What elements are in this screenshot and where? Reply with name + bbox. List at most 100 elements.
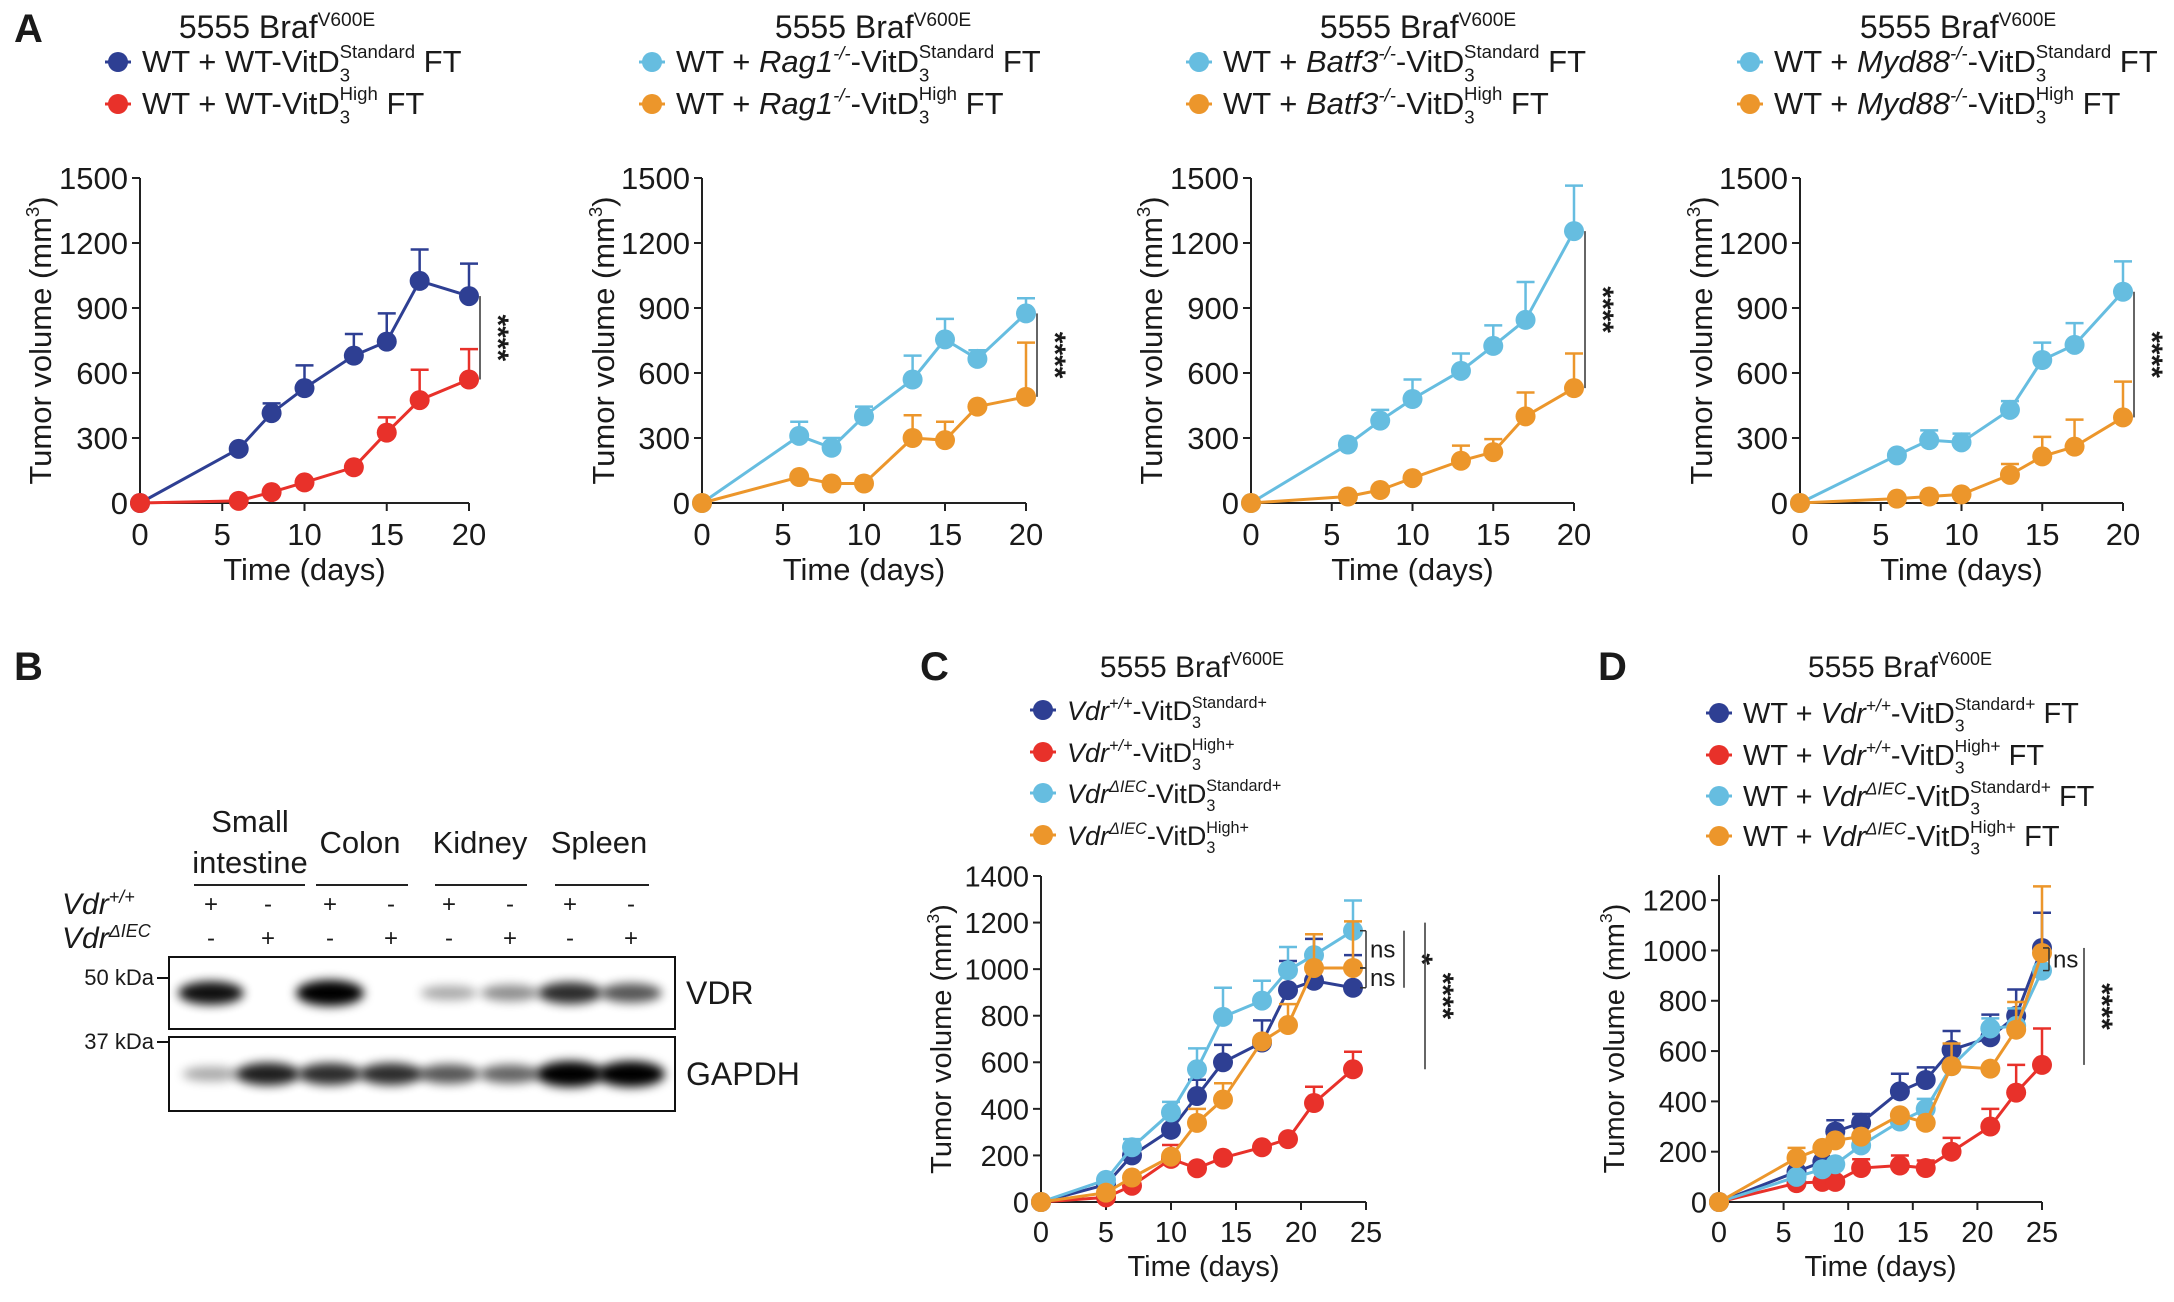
data-point: [1919, 430, 1940, 451]
genotype-superscript: ΔIEC: [108, 921, 152, 941]
chart-title: 5555 BrafV600E: [1320, 9, 1516, 45]
data-point: [1122, 1167, 1142, 1188]
x-tick-label: 20: [1961, 1217, 1993, 1249]
chart-title-superscript: V600E: [1999, 10, 2057, 31]
legend-gene-superscript: -/-: [833, 43, 851, 64]
legend-marker-icon: [1033, 742, 1053, 762]
y-tick-label: 900: [1736, 291, 1788, 326]
legend-prefix: WT +: [676, 86, 759, 121]
genotype-gene: Vdr: [62, 888, 110, 921]
data-point: [1187, 1086, 1207, 1107]
genotype-mark: -: [506, 891, 514, 918]
molecular-weight-marker: 50 kDa: [84, 965, 154, 990]
chart-title-superscript: V600E: [318, 10, 376, 31]
y-axis-label: Tumor volume (mm3): [923, 904, 958, 1174]
y-tick-label: 0: [673, 486, 690, 521]
genotype-mark: +: [624, 925, 638, 952]
legend-gene: Batf3: [1306, 86, 1378, 121]
data-point: [1343, 957, 1363, 978]
y-tick-label: 1000: [964, 955, 1029, 987]
y-tick-label: 1400: [964, 861, 1029, 893]
legend-gene-superscript: ΔIEC: [1865, 818, 1907, 838]
data-point: [935, 430, 955, 451]
blot-band: [178, 981, 244, 1005]
legend-gene-superscript: -/-: [833, 85, 851, 106]
x-tick-label: 5: [774, 517, 791, 552]
legend-subscript: 3: [2036, 64, 2046, 85]
legend-gene-superscript: -/-: [1950, 43, 1968, 64]
significance-label: ns: [2053, 946, 2078, 973]
y-tick-label: 1200: [59, 226, 128, 261]
data-point: [692, 493, 712, 513]
y-tick-label: 300: [638, 421, 690, 456]
data-point: [1402, 389, 1423, 409]
legend-gene-superscript: ΔIEC: [1108, 778, 1147, 796]
data-point: [1450, 450, 1471, 471]
data-point: [261, 403, 282, 424]
x-tick-label: 10: [1944, 517, 1978, 552]
data-point: [1252, 1031, 1272, 1052]
data-point: [1851, 1158, 1872, 1179]
genotype-label: VdrΔIEC: [62, 921, 152, 955]
y-tick-label: 1500: [621, 161, 690, 196]
legend-superscript: Standard: [919, 41, 994, 62]
x-tick-label: 5: [214, 517, 231, 552]
legend-suffix: FT: [994, 44, 1041, 79]
legend-gene: Rag1: [759, 86, 833, 121]
legend-subscript: 3: [1464, 64, 1474, 85]
data-series-3: [1709, 960, 2052, 1212]
legend-subscript: 3: [1192, 756, 1201, 774]
blot-band: [359, 1063, 423, 1085]
y-tick-label: 800: [981, 1001, 1029, 1033]
x-tick-label: 10: [847, 517, 881, 552]
y-tick-label: 800: [1659, 986, 1707, 1018]
data-point: [1889, 1155, 1910, 1176]
legend-superscript: Standard+: [1192, 694, 1267, 712]
data-point: [2064, 334, 2085, 355]
y-tick-label: 1200: [964, 908, 1029, 940]
data-series-1: [692, 297, 1036, 513]
legend-subscript: 3: [919, 64, 929, 85]
legend-gene: Rag1: [759, 44, 833, 79]
data-point: [1980, 1018, 2001, 1039]
data-point: [1941, 1056, 1962, 1077]
x-tick-label: 25: [2026, 1217, 2058, 1249]
y-axis-label-text: Tumor volume (mm: [1599, 923, 1631, 1173]
data-point: [1825, 1130, 1846, 1151]
legend-suffix: FT: [2051, 781, 2095, 813]
legend-subscript: 3: [1955, 716, 1965, 736]
blot-band: [298, 1063, 362, 1085]
legend-gene: Vdr: [1821, 821, 1867, 853]
data-point: [1786, 1166, 1807, 1187]
data-point: [935, 329, 955, 350]
data-point: [854, 473, 874, 494]
legend-marker-icon: [1033, 825, 1053, 845]
legend-subscript: 3: [2036, 106, 2046, 127]
genotype-mark: -: [445, 925, 453, 952]
data-point: [228, 438, 249, 459]
y-axis-label-end: ): [1684, 196, 1719, 206]
genotype-mark: +: [261, 925, 275, 952]
legend-marker-icon: [1189, 52, 1209, 72]
data-point: [1213, 1006, 1233, 1027]
data-point: [1886, 445, 1907, 466]
legend-prefix: WT +: [1743, 698, 1821, 730]
data-point: [1564, 221, 1584, 242]
legend-item: WT + WT-VitD3High FT: [105, 83, 424, 127]
blot-band: [479, 1064, 541, 1084]
y-tick-label: 200: [981, 1141, 1029, 1173]
legend-label: WT + Vdr+/+-VitD3Standard+ FT: [1743, 694, 2079, 736]
legend-marker-icon: [1740, 94, 1760, 114]
y-tick-label: 0: [1013, 1187, 1029, 1219]
legend-item: WT + VdrΔIEC-VitD3Standard+ FT: [1706, 777, 2095, 819]
legend-label: WT + WT-VitD3High FT: [142, 83, 424, 127]
y-axis-label-text: Tumor volume (mm: [1684, 217, 1719, 485]
data-point: [1919, 486, 1940, 507]
significance-label: ****: [1038, 332, 1071, 379]
blot-band: [235, 1062, 301, 1086]
legend-prefix: WT +: [1223, 86, 1306, 121]
